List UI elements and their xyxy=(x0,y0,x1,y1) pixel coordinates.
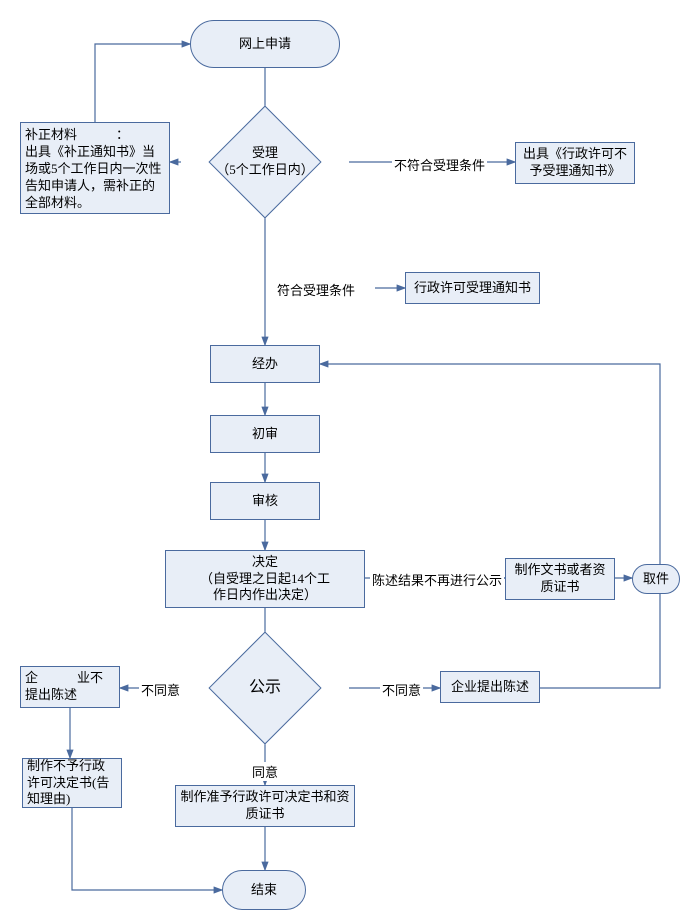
node-approve-doc: 制作准予行政许可决定书和资质证书 xyxy=(175,785,355,827)
text: 受理 （5个工作日内） xyxy=(185,122,345,202)
text: 企 业不提出陈述 xyxy=(25,670,115,704)
text: 经办 xyxy=(252,356,278,373)
text: 网上申请 xyxy=(239,36,291,53)
text: 结束 xyxy=(251,882,277,899)
text: 决定 （自受理之日起14个工 作日内作出决定） xyxy=(200,554,330,605)
node-accept-notice: 行政许可受理通知书 xyxy=(405,272,540,304)
text: 取件 xyxy=(643,571,669,588)
text: 审核 xyxy=(252,493,278,510)
text: 制作文书或者资质证书 xyxy=(510,562,610,596)
node-apply: 网上申请 xyxy=(190,20,340,68)
text: 制作准予行政许可决定书和资质证书 xyxy=(180,789,350,823)
node-make-doc: 制作文书或者资质证书 xyxy=(505,558,615,600)
node-handle: 经办 xyxy=(210,345,320,383)
node-reject-notice: 出具《行政许可不予受理通知书》 xyxy=(515,142,635,184)
label-agree: 同意 xyxy=(250,762,280,781)
node-publicity: 公示 xyxy=(225,648,305,728)
label-disagree-left: 不同意 xyxy=(139,680,182,699)
label-no-publicity: 陈述结果不再进行公示 xyxy=(370,570,504,589)
text: 出具《行政许可不予受理通知书》 xyxy=(520,146,630,180)
node-review: 审核 xyxy=(210,482,320,520)
node-statement: 企业提出陈述 xyxy=(440,671,540,703)
text: 初审 xyxy=(252,426,278,443)
text: 制作不予行政许可决定书(告知理由) xyxy=(27,758,117,809)
node-correction: 补正材料 ： 出具《补正通知书》当场或5个工作日内一次性告知申请人，需补正的全部… xyxy=(20,122,170,214)
label-qualify: 符合受理条件 xyxy=(275,280,357,299)
node-first-review: 初审 xyxy=(210,415,320,453)
label-not-qualify: 不符合受理条件 xyxy=(392,155,487,174)
label-disagree-right: 不同意 xyxy=(380,680,423,699)
text: 补正材料 ： 出具《补正通知书》当场或5个工作日内一次性告知申请人，需补正的全部… xyxy=(25,127,165,211)
node-accept: 受理 （5个工作日内） xyxy=(225,122,305,202)
node-end: 结束 xyxy=(222,870,306,910)
text: 公示 xyxy=(225,648,305,728)
node-pickup: 取件 xyxy=(632,564,680,594)
node-no-statement: 企 业不提出陈述 xyxy=(20,666,120,708)
text: 行政许可受理通知书 xyxy=(414,280,531,297)
node-deny-doc: 制作不予行政许可决定书(告知理由) xyxy=(22,758,122,808)
text: 企业提出陈述 xyxy=(451,679,529,696)
node-decision: 决定 （自受理之日起14个工 作日内作出决定） xyxy=(165,550,365,608)
